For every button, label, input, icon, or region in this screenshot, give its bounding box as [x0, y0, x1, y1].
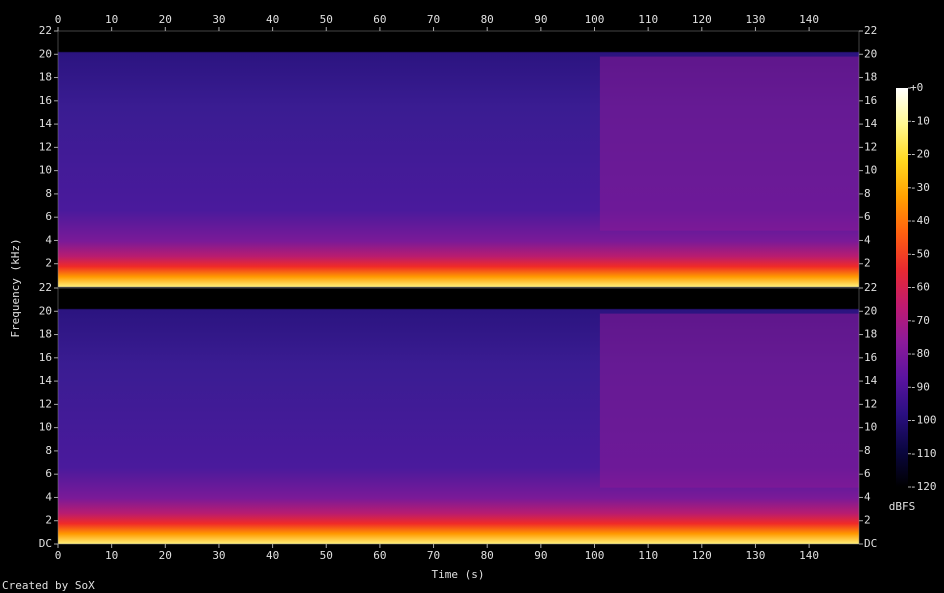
- y-tick-label: 10: [864, 421, 877, 434]
- x-tick-label: 50: [320, 549, 333, 562]
- x-tick-label: 20: [159, 549, 172, 562]
- y-tick-label: 12: [39, 140, 52, 153]
- x-tick-label: 110: [638, 549, 658, 562]
- y-tick-label: 20: [864, 47, 877, 60]
- x-tick-label: 10: [105, 549, 118, 562]
- x-tick-label: 70: [427, 549, 440, 562]
- colorbar-tick-label: -90: [910, 380, 930, 393]
- x-tick-label: 80: [481, 549, 494, 562]
- y-axis-label: Frequency (kHz): [9, 238, 22, 337]
- y-tick-label: 8: [45, 187, 52, 200]
- y-tick-label: 16: [864, 351, 877, 364]
- x-tick-label: 90: [534, 13, 547, 26]
- x-tick-label: 30: [212, 549, 225, 562]
- x-tick-label: 60: [373, 549, 386, 562]
- colorbar-tick-label: -60: [910, 281, 930, 294]
- x-tick-label: 120: [692, 549, 712, 562]
- y-tick-label: 4: [45, 490, 52, 503]
- y-tick-label: 16: [864, 94, 877, 107]
- spectrogram-region: [599, 56, 859, 231]
- y-tick-label: 4: [864, 233, 871, 246]
- y-tick-label: 18: [864, 328, 877, 341]
- y-tick-label: 14: [39, 374, 53, 387]
- y-tick-label: 8: [864, 187, 871, 200]
- spectrogram-region: [599, 313, 859, 488]
- y-tick-label: 10: [39, 164, 52, 177]
- colorbar-label: dBFS: [889, 500, 916, 513]
- y-tick-label: 12: [39, 397, 52, 410]
- y-tick-label: 14: [864, 374, 878, 387]
- x-tick-label: 80: [481, 13, 494, 26]
- x-tick-label: 20: [159, 13, 172, 26]
- y-tick-label: 22: [864, 281, 877, 294]
- colorbar-tick-label: +0: [910, 81, 923, 94]
- colorbar-tick-label: -120: [910, 480, 937, 493]
- footer: Created by SoX: [2, 579, 95, 592]
- colorbar-tick-label: -40: [910, 214, 930, 227]
- x-tick-label: 120: [692, 13, 712, 26]
- x-tick-label: 70: [427, 13, 440, 26]
- x-tick-label: 10: [105, 13, 118, 26]
- colorbar-tick-label: -110: [910, 447, 937, 460]
- y-tick-label: 14: [39, 117, 53, 130]
- colorbar-tick-label: -80: [910, 347, 930, 360]
- y-tick-label: DC: [39, 537, 52, 550]
- x-axis-label: Time (s): [432, 568, 485, 581]
- y-tick-label: 2: [45, 514, 52, 527]
- x-tick-label: 0: [55, 13, 62, 26]
- y-tick-label: 8: [864, 444, 871, 457]
- x-tick-label: 140: [799, 13, 819, 26]
- x-tick-label: 60: [373, 13, 386, 26]
- y-tick-label: 16: [39, 351, 52, 364]
- x-tick-label: 90: [534, 549, 547, 562]
- y-tick-label: 22: [39, 281, 52, 294]
- colorbar-tick-label: -30: [910, 181, 930, 194]
- y-tick-label: 18: [39, 71, 52, 84]
- x-tick-label: 40: [266, 549, 279, 562]
- y-tick-label: 6: [45, 467, 52, 480]
- colorbar-tick-label: -20: [910, 148, 930, 161]
- x-tick-label: 30: [212, 13, 225, 26]
- x-tick-label: 100: [585, 549, 605, 562]
- y-tick-label: 22: [39, 24, 52, 37]
- y-tick-label: 18: [39, 328, 52, 341]
- colorbar-tick-label: -50: [910, 247, 930, 260]
- plot-frame: [57, 30, 860, 288]
- y-tick-label: 14: [864, 117, 878, 130]
- y-tick-label: 22: [864, 24, 877, 37]
- y-tick-label: DC: [864, 537, 877, 550]
- y-tick-label: 16: [39, 94, 52, 107]
- y-tick-label: 6: [864, 467, 871, 480]
- colorbar-tick-label: -70: [910, 314, 930, 327]
- y-tick-label: 10: [864, 164, 877, 177]
- x-tick-label: 0: [55, 549, 62, 562]
- plot-frame: [57, 287, 860, 545]
- y-tick-label: 12: [864, 397, 877, 410]
- y-tick-label: 6: [864, 210, 871, 223]
- y-tick-label: 6: [45, 210, 52, 223]
- y-tick-label: 12: [864, 140, 877, 153]
- x-tick-label: 130: [746, 549, 766, 562]
- colorbar-tick-label: -10: [910, 114, 930, 127]
- y-tick-label: 2: [864, 257, 871, 270]
- x-tick-label: 110: [638, 13, 658, 26]
- y-tick-label: 18: [864, 71, 877, 84]
- y-tick-label: 20: [39, 304, 52, 317]
- x-tick-label: 140: [799, 549, 819, 562]
- y-tick-label: 2: [45, 257, 52, 270]
- colorbar: [896, 88, 908, 487]
- y-tick-label: 4: [45, 233, 52, 246]
- y-tick-label: 4: [864, 490, 871, 503]
- x-tick-label: 100: [585, 13, 605, 26]
- y-tick-label: 2: [864, 514, 871, 527]
- x-tick-label: 50: [320, 13, 333, 26]
- y-tick-label: 10: [39, 421, 52, 434]
- x-tick-label: 130: [746, 13, 766, 26]
- colorbar-tick-label: -100: [910, 414, 937, 427]
- x-tick-label: 40: [266, 13, 279, 26]
- y-tick-label: 8: [45, 444, 52, 457]
- y-tick-label: 20: [39, 47, 52, 60]
- y-tick-label: 20: [864, 304, 877, 317]
